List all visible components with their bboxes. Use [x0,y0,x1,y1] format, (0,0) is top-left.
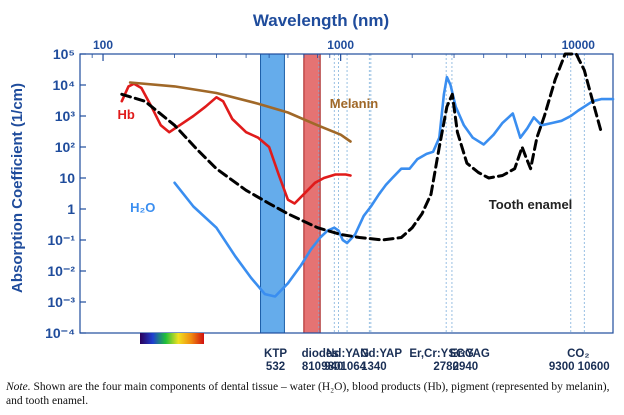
laser-label-9801064-1: 9801064 [321,361,366,373]
laser-label-9300-10600-1: 9300 10600 [549,361,610,373]
y-tick-label-10: 10 [59,170,75,186]
label-h-o: H₂O [130,200,155,215]
visible-spectrum-bar [140,333,204,344]
laser-label-1340-1: 1340 [361,361,387,373]
y-tick-label-10: 10⁻² [47,263,75,279]
laser-wavelength-lines [318,54,585,333]
label-hb: Hb [117,107,134,122]
x-axis-ticks: 100 1000 10000 [79,38,596,61]
x-tick-label-1000: 1000 [327,38,354,52]
series-h-o-line [173,75,615,298]
note-text: Shown are the four main components of de… [6,381,610,407]
chart-title: Wavelength (nm) [253,11,389,30]
laser-label-co-0: CO₂ [567,348,589,360]
series-tooth-enamel-line [120,52,603,242]
laser-label-nd-yap-0: Nd:YAP [360,348,402,360]
y-axis-ticks: 10⁵ 10⁴ 10³ 10² 10 1 10⁻¹ 10⁻² 10⁻³ 10⁻⁴ [45,46,86,341]
x-tick-label-100: 100 [93,38,113,52]
label-tooth-enamel: Tooth enamel [489,197,573,212]
y-tick-label-10: 10⁻¹ [47,232,75,248]
y-axis-label: Absorption Coefficient (1/cm) [9,83,26,293]
laser-label-2780-1: 2780 [433,361,459,373]
y-tick-label-1: 1 [67,201,75,217]
laser-label-2940-1: 2940 [453,361,479,373]
laser-label-ktp-0: KTP [264,348,287,360]
data-series [120,52,615,298]
x-tick-label-10000: 10000 [562,38,596,52]
laser-label-er-cr-ysgg-0: Er,Cr:YSGG [409,348,474,360]
laser-label-nd-yag-0: Nd:YAG [326,348,369,360]
note-prefix: Note. [6,381,31,393]
figure-note: Note. Shown are the four main components… [6,380,618,408]
y-tick-label-10: 10⁵ [53,46,75,62]
y-tick-label-10: 10⁴ [53,77,76,93]
y-tick-label-10: 10² [55,139,76,155]
laser-label-diodes-0: diodes [302,348,339,360]
label-melanin: Melanin [330,96,378,111]
y-tick-label-10: 10⁻³ [47,294,75,310]
laser-label-er-yag-0: Er:YAG [450,348,490,360]
laser-label-532-1: 532 [266,361,285,373]
y-tick-label-10: 10³ [55,108,76,124]
series-melanin-line [128,81,352,143]
plot-frame [79,53,614,334]
y-tick-label-10: 10⁻⁴ [45,325,75,341]
laser-label-810-940-1: 810 940 [302,361,344,373]
series-labels: Melanin Hb H₂O Tooth enamel [117,96,572,215]
laser-bands [260,53,321,334]
